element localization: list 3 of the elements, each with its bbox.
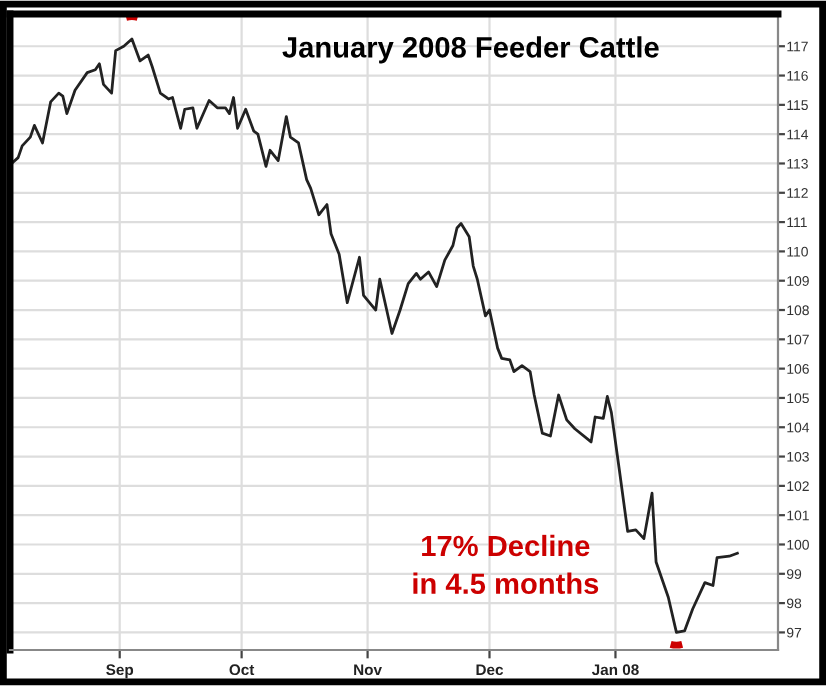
annotation: 17% Decline in 4.5 months [413,534,599,595]
text: January 2008 Feeder Cattle [282,36,659,64]
line-series [10,37,739,634]
